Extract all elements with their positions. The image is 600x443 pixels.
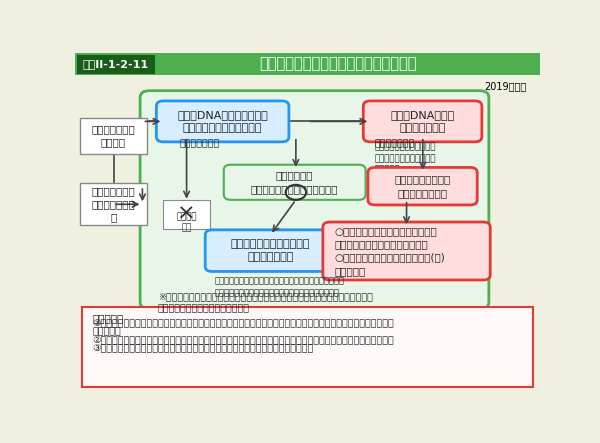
Text: （自然界又は従来の品種改
良で起こる変化の範囲内で
あるため）: （自然界又は従来の品種改 良で起こる変化の範囲内で あるため） (375, 143, 436, 175)
FancyBboxPatch shape (80, 183, 147, 225)
Text: 安全性審査不要: 安全性審査不要 (375, 139, 415, 148)
Text: ※今後、流通実態や諸外国の表示制度に関する情報収集も随時行った上で、必要に
　応じて整理方針の見直しを検討。: ※今後、流通実態や諸外国の表示制度に関する情報収集も随時行った上で、必要に 応じ… (158, 293, 373, 313)
Text: ①外来遺伝子等が残存しないものは、ゲノム編集技術を用いたものか、従来の育種技術を用いたものか、科学的に判: ①外来遺伝子等が残存しないものは、ゲノム編集技術を用いたものか、従来の育種技術を… (92, 319, 394, 328)
FancyBboxPatch shape (82, 307, 533, 388)
Text: 注　食品表示法上、食品表示基準違反に対しては、指示、
　　命令、罰則（懲役刑・罰金刑）が定められている。: 注 食品表示法上、食品表示基準違反に対しては、指示、 命令、罰則（懲役刑・罰金刑… (215, 276, 344, 297)
Text: 組換えDNA技術に該当する
もの（遺伝子組換え食品）: 組換えDNA技術に該当する もの（遺伝子組換え食品） (177, 110, 268, 133)
Text: 2019年９月: 2019年９月 (484, 81, 526, 91)
Text: ゲノム編集技術
応用食品: ゲノム編集技術 応用食品 (91, 124, 135, 148)
Text: 国内流通可能
（食品としての安全性は確保）: 国内流通可能 （食品としての安全性は確保） (251, 171, 338, 194)
FancyBboxPatch shape (224, 165, 365, 200)
Text: （考え方）: （考え方） (92, 314, 124, 323)
Text: 組換えDNA技術に
該当しないもの: 組換えDNA技術に 該当しないもの (391, 110, 455, 133)
FancyBboxPatch shape (364, 101, 482, 142)
FancyBboxPatch shape (77, 55, 155, 74)
Text: ②また、現状、国内外において、ゲノム編集技術応用食品に係る取引記録等の書類による情報伝達の体制が不十分。: ②また、現状、国内外において、ゲノム編集技術応用食品に係る取引記録等の書類による… (92, 335, 394, 344)
Text: 図表II-1-2-11: 図表II-1-2-11 (83, 59, 149, 69)
FancyBboxPatch shape (75, 53, 540, 75)
FancyBboxPatch shape (368, 167, 477, 205)
Text: 国内流通
不可: 国内流通 不可 (176, 213, 197, 233)
FancyBboxPatch shape (205, 230, 335, 272)
FancyBboxPatch shape (80, 118, 147, 154)
Text: ○厚生労働省に届け出たものは、事
　業者が消費者へ表示等情報提供
○現段階では食品表示基準の表示(注)
　の対象外: ○厚生労働省に届け出たものは、事 業者が消費者へ表示等情報提供 ○現段階では食品… (334, 226, 445, 276)
Text: ×: × (177, 203, 196, 223)
FancyBboxPatch shape (323, 222, 490, 280)
Text: ゲノム編集技術応用食品の表示について: ゲノム編集技術応用食品の表示について (259, 57, 416, 72)
FancyBboxPatch shape (163, 200, 210, 229)
Text: 安全性審査必要: 安全性審査必要 (179, 139, 220, 148)
Text: データ蓄積等のため
厚生労働省へ届出: データ蓄積等のため 厚生労働省へ届出 (394, 175, 451, 198)
FancyBboxPatch shape (157, 101, 289, 142)
Text: 遺伝子組換え表示制度に基
づく表示が必要: 遺伝子組換え表示制度に基 づく表示が必要 (230, 239, 310, 262)
Text: 別不能。: 別不能。 (92, 327, 121, 336)
FancyBboxPatch shape (140, 91, 489, 309)
Text: 厚生労働省の食
品衛生上の取扱
い: 厚生労働省の食 品衛生上の取扱 い (91, 186, 135, 222)
Text: ③消費者の中には、ゲノム編集技術応用食品に対し、選択のための表示を求める声。: ③消費者の中には、ゲノム編集技術応用食品に対し、選択のための表示を求める声。 (92, 343, 314, 352)
